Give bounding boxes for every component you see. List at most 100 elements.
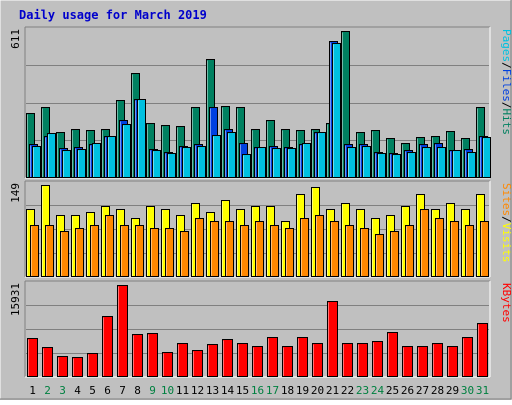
bar-sites-day-15 [240,225,249,277]
bar-pages-day-15 [242,154,251,178]
bar-sites-day-28 [435,218,444,277]
bar-sites-day-26 [405,225,414,277]
bar-sites-day-24 [375,234,384,277]
bar-kbytes-day-14 [222,339,233,377]
bar-pages-day-28 [437,147,446,178]
bar-kbytes-day-9 [147,333,158,377]
bar-sites-day-14 [225,221,234,277]
bar-sites-day-11 [180,231,189,277]
bar-pages-day-8 [137,99,146,178]
x-tick-label-day-27: 27 [416,384,429,397]
bar-sites-day-22 [345,225,354,277]
bar-kbytes-day-17 [267,337,278,377]
x-tick-label-day-21: 21 [326,384,339,397]
bar-kbytes-day-11 [177,343,188,377]
bar-pages-day-13 [212,135,221,178]
legend-item-hits: Hits [500,109,512,136]
bar-kbytes-day-10 [162,352,173,377]
x-tick-label-day-10: 10 [161,384,174,397]
bar-kbytes-day-7 [117,285,128,377]
bar-pages-day-11 [182,147,191,178]
x-tick-label-day-4: 4 [74,384,81,397]
x-tick-label-day-8: 8 [134,384,141,397]
bar-pages-day-31 [482,137,491,178]
bar-kbytes-day-18 [282,346,293,377]
bar-sites-day-6 [105,215,114,277]
bar-kbytes-day-24 [372,341,383,377]
bar-kbytes-day-2 [42,347,53,377]
bar-kbytes-day-22 [342,343,353,377]
x-tick-label-day-30: 30 [461,384,474,397]
panel-visits-sites: 149 Sites/Visits [9,180,512,278]
bar-kbytes-day-19 [297,337,308,377]
x-tick-label-day-14: 14 [221,384,235,397]
panel-kbytes: 15931 KBytes [9,280,512,378]
bar-pages-day-21 [332,43,341,178]
bar-sites-day-8 [135,225,144,277]
x-tick-label-day-24: 24 [371,384,385,397]
panel-legend: Sites/Visits [500,183,512,263]
panel-hits-files-pages: 611 Pages/Files/Hits [9,26,512,179]
bar-pages-day-1 [32,146,41,178]
bar-sites-day-7 [120,225,129,277]
x-tick-label-day-28: 28 [431,384,444,397]
x-tick-label-day-5: 5 [89,384,96,397]
bar-sites-day-4 [75,228,84,277]
bar-pages-day-29 [452,150,461,178]
x-tick-label-day-23: 23 [356,384,369,397]
legend-item-sites: Sites [500,183,512,216]
x-tick-label-day-22: 22 [341,384,354,397]
legend-item-pages: Pages [500,29,512,62]
legend-item-files: Files [500,69,512,102]
bar-sites-day-1 [30,225,39,277]
panel-legend: KBytes [500,283,512,323]
bar-pages-day-18 [287,148,296,178]
legend-item-kbytes: KBytes [500,283,512,323]
x-tick-label-day-17: 17 [266,384,279,397]
y-max-label: 149 [9,183,22,203]
bar-kbytes-day-26 [402,346,413,377]
bar-kbytes-day-25 [387,332,398,377]
bar-pages-day-25 [392,154,401,178]
bar-sites-day-18 [285,228,294,277]
x-tick-label-day-1: 1 [29,384,36,397]
bar-kbytes-day-1 [27,338,38,377]
bar-pages-day-2 [47,133,56,178]
x-tick-label-day-20: 20 [311,384,324,397]
bar-sites-day-13 [210,221,219,277]
x-tick-label-day-18: 18 [281,384,294,397]
bar-sites-day-29 [450,221,459,277]
bar-sites-day-17 [270,225,279,277]
bar-pages-day-24 [377,153,386,178]
x-tick-label-day-29: 29 [446,384,459,397]
panel-legend: Pages/Files/Hits [500,29,512,135]
y-max-label: 15931 [9,283,22,316]
x-tick-label-day-12: 12 [191,384,204,397]
bar-pages-day-10 [167,153,176,178]
bar-kbytes-day-16 [252,346,263,377]
bar-pages-day-3 [62,150,71,178]
bar-sites-day-16 [255,221,264,277]
bar-kbytes-day-21 [327,301,338,377]
x-axis-labels: 1 2 3 4 5 6 7 8 9 10 11 12 13 14 15 16 17 18 19 20 21 22 23 24 2… [29,384,489,397]
bar-sites-day-3 [60,231,69,277]
bar-pages-day-5 [92,143,101,178]
legend-item-visits: Visits [500,223,512,263]
bar-sites-day-12 [195,218,204,277]
bar-pages-day-27 [422,147,431,178]
x-tick-label-day-31: 31 [476,384,489,397]
bar-kbytes-day-4 [72,357,83,377]
bar-sites-day-21 [330,221,339,277]
bar-kbytes-day-6 [102,316,113,377]
bar-pages-day-17 [272,148,281,178]
bar-pages-day-12 [197,146,206,178]
legend-separator: / [500,102,512,109]
bar-pages-day-19 [302,143,311,178]
bar-pages-day-7 [122,124,131,178]
bar-sites-day-9 [150,228,159,277]
bar-sites-day-31 [480,221,489,277]
bar-kbytes-day-28 [432,343,443,377]
y-max-label: 611 [9,29,22,49]
